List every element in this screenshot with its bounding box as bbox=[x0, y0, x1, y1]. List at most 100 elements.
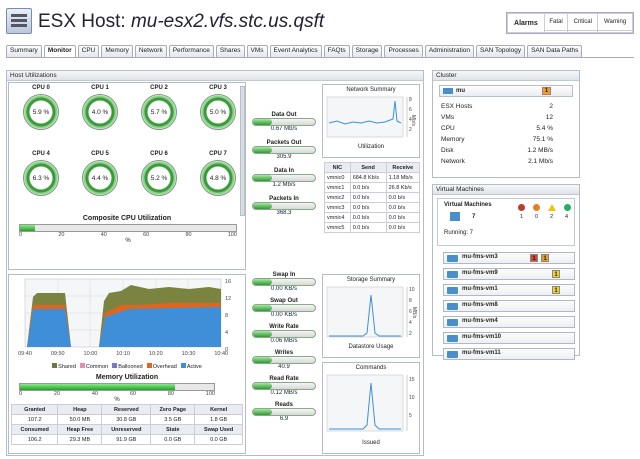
tab-event-analytics[interactable]: Event Analytics bbox=[269, 45, 322, 57]
tab-summary[interactable]: Summary bbox=[6, 45, 42, 57]
cluster-stat-value: 75.1 % bbox=[532, 136, 553, 143]
network-summary-title: Network Summary bbox=[346, 87, 396, 93]
cluster-stat-label: VMs bbox=[441, 114, 454, 121]
legend-swatch bbox=[180, 363, 186, 368]
legend-item: Ballooned bbox=[112, 363, 143, 370]
vm-alarm-icons bbox=[518, 204, 571, 211]
vm-list-item[interactable]: mu-fms-vm8 bbox=[443, 300, 575, 312]
storage-summary-panel: Storage Summary 10 8 6 4 2 MB/s Datastore Us… bbox=[322, 274, 420, 358]
cpu-scrollbar[interactable] bbox=[240, 86, 245, 216]
column-header[interactable]: NIC bbox=[324, 162, 351, 173]
virtual-machines-panel: Virtual Machines Virtual Machines 7 Runn… bbox=[432, 184, 580, 360]
table-row[interactable]: vmnic5 0.0 b/s 0.0 b/s bbox=[324, 222, 421, 233]
tab-processes[interactable]: Processes bbox=[384, 45, 423, 57]
metric-label: Packets Out bbox=[266, 140, 302, 146]
cluster-title: Cluster bbox=[433, 71, 579, 81]
cluster-panel: Cluster mu 1 ESX Hosts 2 VMs 12 CPU 5.4 % Memo… bbox=[432, 70, 580, 178]
metric: Swap In 0.00 KB/s bbox=[252, 272, 316, 292]
table-row[interactable]: vmnic2 0.0 b/s 0.0 b/s bbox=[324, 192, 421, 203]
table-row[interactable]: vmnic0 684.8 Kb/s 1.18 Mb/s bbox=[324, 172, 421, 183]
cluster-row-mu[interactable]: mu 1 bbox=[439, 85, 573, 97]
alarm-critical-count[interactable] bbox=[567, 29, 599, 34]
tab-vms[interactable]: VMs bbox=[246, 45, 268, 57]
axis-tick: 100 bbox=[227, 232, 237, 238]
tab-storage[interactable]: Storage bbox=[351, 45, 383, 57]
legend-item: Shared bbox=[52, 363, 76, 370]
tab-shares[interactable]: Shares bbox=[215, 45, 245, 57]
metric-gauge bbox=[252, 278, 316, 286]
metric: Writes 40.9 bbox=[252, 350, 316, 370]
table-row: 107.2 50.0 MB 30.8 GB 3.5 GB 1.8 GB bbox=[10, 414, 243, 425]
alarm-fatal-count[interactable] bbox=[543, 29, 569, 34]
axis-tick: 8 bbox=[409, 97, 412, 103]
cpu-gauge[interactable]: CPU 0 5.9 % bbox=[13, 85, 69, 151]
vm-name: mu-fms-vm11 bbox=[462, 350, 501, 356]
cpu-gauge[interactable]: CPU 2 5.7 % bbox=[131, 85, 187, 151]
tab-monitor[interactable]: Monitor bbox=[43, 45, 76, 57]
table-cell: 0.0 GB bbox=[194, 434, 243, 445]
cluster-name: mu bbox=[456, 88, 465, 94]
alarms-summary[interactable]: Alarms Fatal Critical Warning bbox=[506, 12, 634, 34]
cpu-gauge[interactable]: CPU 3 5.0 % bbox=[190, 85, 246, 151]
alarm-col-warning: Warning bbox=[597, 13, 633, 31]
legend-item: Active bbox=[180, 363, 202, 370]
cluster-alarm-badge[interactable]: 1 bbox=[542, 87, 551, 95]
legend-label: Common bbox=[85, 364, 109, 370]
page-header: ESX Host: mu-esx2.vfs.stc.us.qsft Alarms… bbox=[6, 6, 634, 38]
cluster-stat-label: CPU bbox=[441, 125, 455, 132]
tab-administration[interactable]: Administration bbox=[424, 45, 474, 57]
metric-value: 0.67 Mb/s bbox=[270, 126, 298, 132]
tab-faqts[interactable]: FAQts bbox=[323, 45, 350, 57]
column-header[interactable]: Send bbox=[349, 162, 387, 173]
vm-list-item[interactable]: mu-fms-vm11 bbox=[443, 348, 575, 360]
metric-gauge bbox=[252, 330, 316, 338]
vm-alarm-badge[interactable]: 1 bbox=[552, 270, 560, 278]
table-row[interactable]: vmnic3 0.0 b/s 0.0 b/s bbox=[324, 202, 421, 213]
tab-san-topology[interactable]: SAN Topology bbox=[476, 45, 526, 57]
cluster-stat-value: 2 bbox=[549, 103, 553, 110]
tab-network[interactable]: Network bbox=[134, 45, 167, 57]
column-header[interactable]: Receive bbox=[385, 162, 421, 173]
legend-swatch bbox=[112, 363, 118, 368]
cpu-percent: 4.8 % bbox=[209, 174, 227, 182]
cpu-percent: 4.4 % bbox=[91, 174, 109, 182]
cpu-gauge[interactable]: CPU 6 5.2 % bbox=[131, 151, 187, 217]
tab-san-data-paths[interactable]: SAN Data Paths bbox=[527, 45, 583, 57]
cpu-section: CPU 0 5.9 % CPU 1 4.0 % CPU 2 5.7 % CPU 3 5.0 %… bbox=[8, 82, 246, 270]
alarm-warning-count[interactable] bbox=[597, 29, 633, 34]
vm-panel-title: Virtual Machines bbox=[433, 185, 579, 195]
axis-tick: 12 bbox=[225, 296, 231, 302]
cpu-gauge[interactable]: CPU 1 4.0 % bbox=[72, 85, 128, 151]
panel-title: Host Utilizations bbox=[7, 71, 423, 81]
table-row[interactable]: vmnic4 0.0 b/s 0.0 b/s bbox=[324, 212, 421, 223]
disk-metrics: Swap In 0.00 KB/s Swap Out 0.00 KB/s Write R… bbox=[252, 272, 316, 428]
network-summary-caption: Utilization bbox=[357, 144, 384, 150]
vm-list-item[interactable]: mu-fms-vm3 1 1 bbox=[443, 252, 575, 264]
tab-performance[interactable]: Performance bbox=[168, 45, 214, 57]
memory-utilization-axis: 0 20 40 60 80 100 bbox=[19, 391, 215, 397]
esx-host-icon bbox=[6, 8, 32, 34]
cluster-stat-row: ESX Hosts 2 bbox=[441, 103, 571, 114]
table-cell: 684.8 Kb/s bbox=[349, 172, 387, 183]
composite-cpu-title: Composite CPU Utilization bbox=[82, 215, 172, 222]
tab-memory[interactable]: Memory bbox=[101, 45, 133, 57]
tab-cpu[interactable]: CPU bbox=[77, 45, 100, 57]
metric-gauge bbox=[252, 118, 316, 126]
vm-alarm-badge[interactable]: 1 bbox=[530, 254, 538, 262]
cpu-gauge[interactable]: CPU 4 6.3 % bbox=[13, 151, 69, 217]
vm-list-item[interactable]: mu-fms-vm9 1 bbox=[443, 268, 575, 280]
vm-list-item[interactable]: mu-fms-vm10 bbox=[443, 332, 575, 344]
cluster-stat-label: Network bbox=[441, 158, 465, 165]
cpu-name: CPU 5 bbox=[91, 151, 109, 157]
cpu-gauge[interactable]: CPU 5 4.4 % bbox=[72, 151, 128, 217]
memory-stats-table: Granted Heap Reserved Zero Page Kernel 107.2 5… bbox=[10, 404, 243, 445]
vm-alarm-count: 2 bbox=[549, 214, 554, 220]
axis-tick: 2 bbox=[409, 127, 412, 133]
vm-list-item[interactable]: mu-fms-vm4 bbox=[443, 316, 575, 328]
table-row[interactable]: vmnic1 0.0 b/s 26.8 Kb/s bbox=[324, 182, 421, 193]
cpu-gauge[interactable]: CPU 7 4.8 % bbox=[190, 151, 246, 217]
legend-item: Common bbox=[79, 363, 109, 370]
vm-alarm-badge[interactable]: 1 bbox=[552, 286, 560, 294]
vm-alarm-badge[interactable]: 1 bbox=[541, 254, 549, 262]
